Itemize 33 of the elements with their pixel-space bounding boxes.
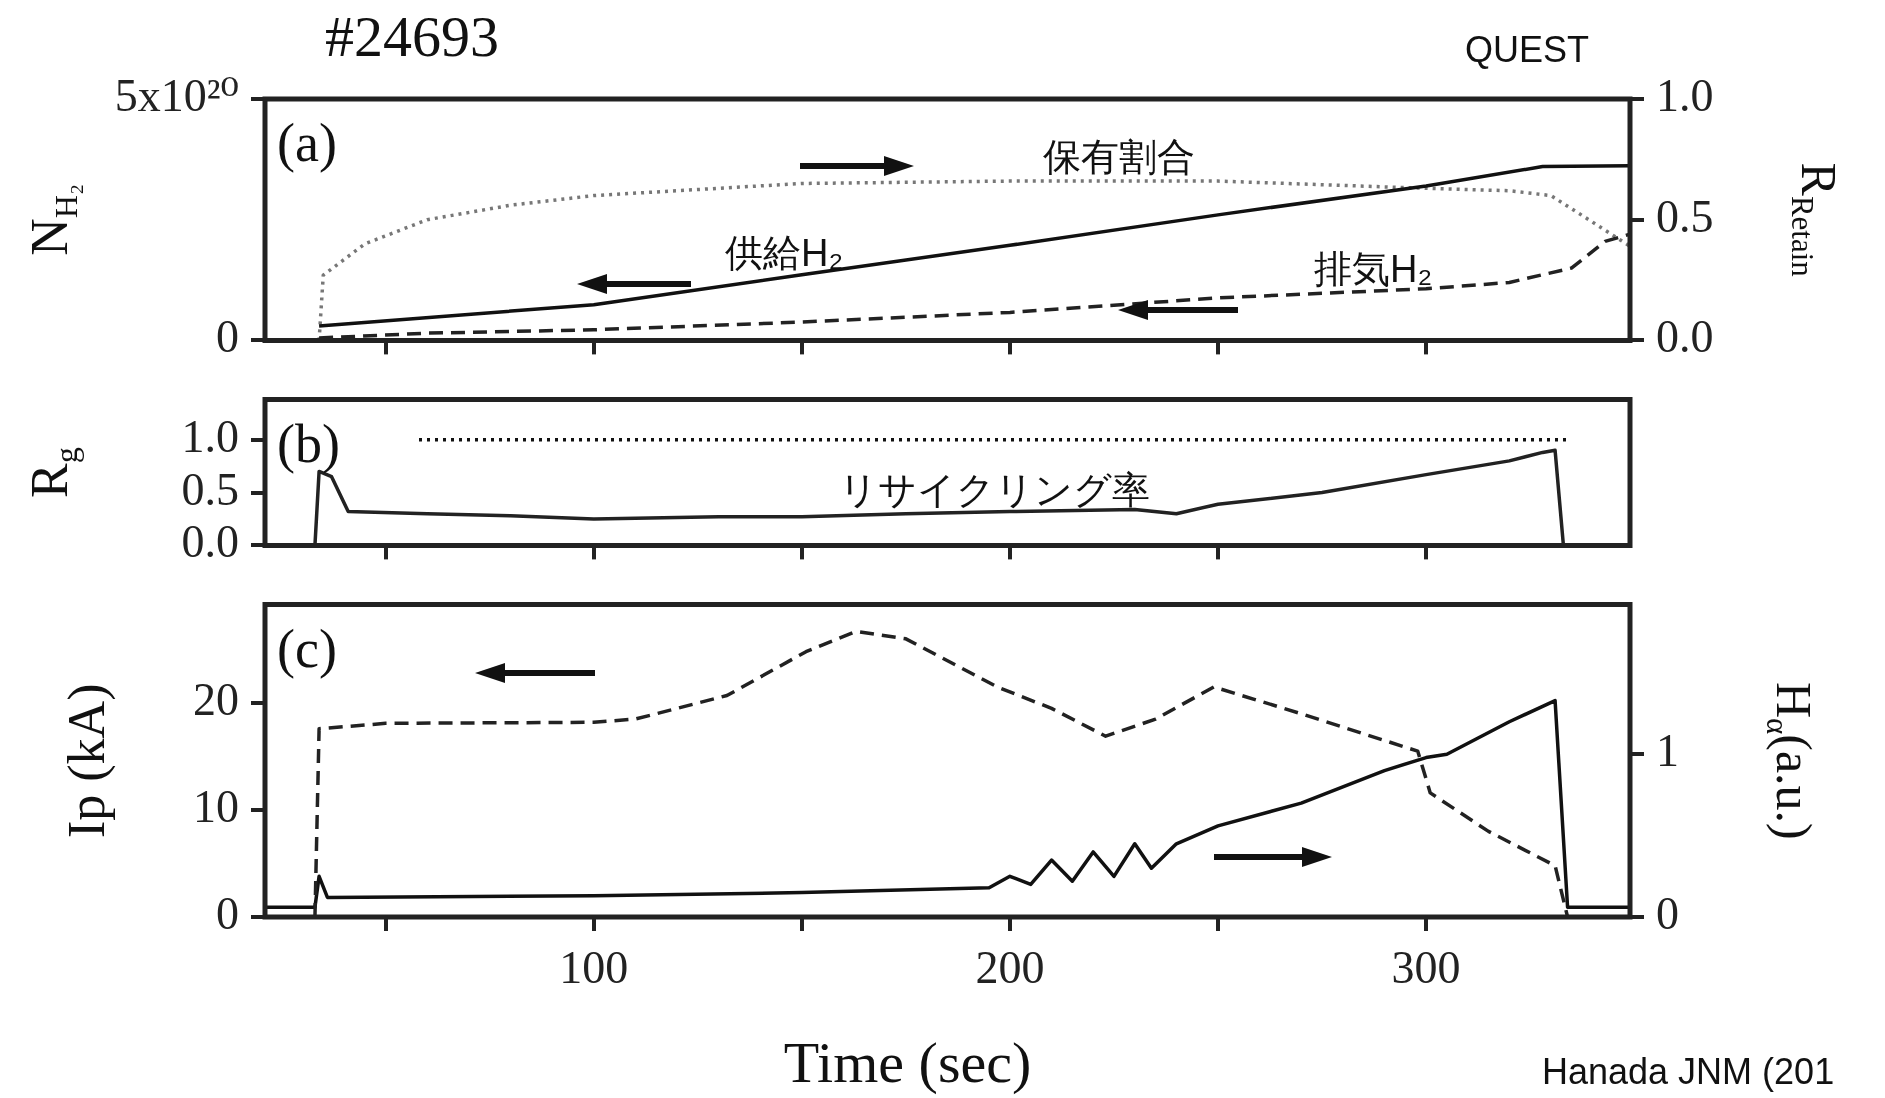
annotation: 保有割合: [1043, 136, 1195, 179]
y-tick-label: 0.0: [181, 516, 239, 568]
annotation: 供給H₂: [725, 232, 844, 275]
y2-axis-title: RRetain: [1784, 162, 1847, 278]
y2-tick-label: 0.0: [1656, 311, 1714, 363]
annotation: リサイクリング率: [839, 469, 1150, 512]
x-tick-label: 300: [1391, 941, 1461, 993]
annotation: (a): [277, 113, 337, 174]
text: QUEST: [1465, 28, 1590, 70]
y-axis-title: NH₂: [20, 183, 85, 256]
y2-tick-label: 0: [1656, 888, 1679, 940]
x-tick-label: 100: [559, 941, 629, 993]
line-series: [317, 179, 1630, 341]
y-tick-label: 0.5: [181, 463, 239, 515]
y-tick-label: 0: [216, 311, 239, 363]
y-axis-title: Ip (kA): [57, 683, 116, 839]
y-tick-label: 10: [193, 781, 239, 833]
annotation: (c): [277, 618, 337, 679]
annotation: (b): [277, 413, 340, 474]
y-tick-label: 0: [216, 888, 239, 940]
y2-axis-title: Hα(a.u.): [1759, 681, 1822, 840]
y2-tick-label: 1: [1656, 725, 1679, 777]
x-tick-label: 200: [975, 941, 1045, 993]
chart-title: #24693: [325, 4, 499, 70]
y2-tick-label: 0.5: [1656, 190, 1714, 242]
x-axis-title: Time (sec): [783, 1030, 1032, 1096]
y-tick-label: 5x10²⁰: [114, 70, 239, 122]
y-tick-label: 20: [193, 674, 239, 726]
y2-tick-label: 1.0: [1656, 70, 1714, 122]
y-tick-label: 1.0: [181, 410, 239, 462]
annotation: 排気H₂: [1314, 248, 1433, 291]
text: Hanada JNM (201: [1542, 1050, 1835, 1092]
y-axis-title: Rg: [20, 447, 85, 498]
